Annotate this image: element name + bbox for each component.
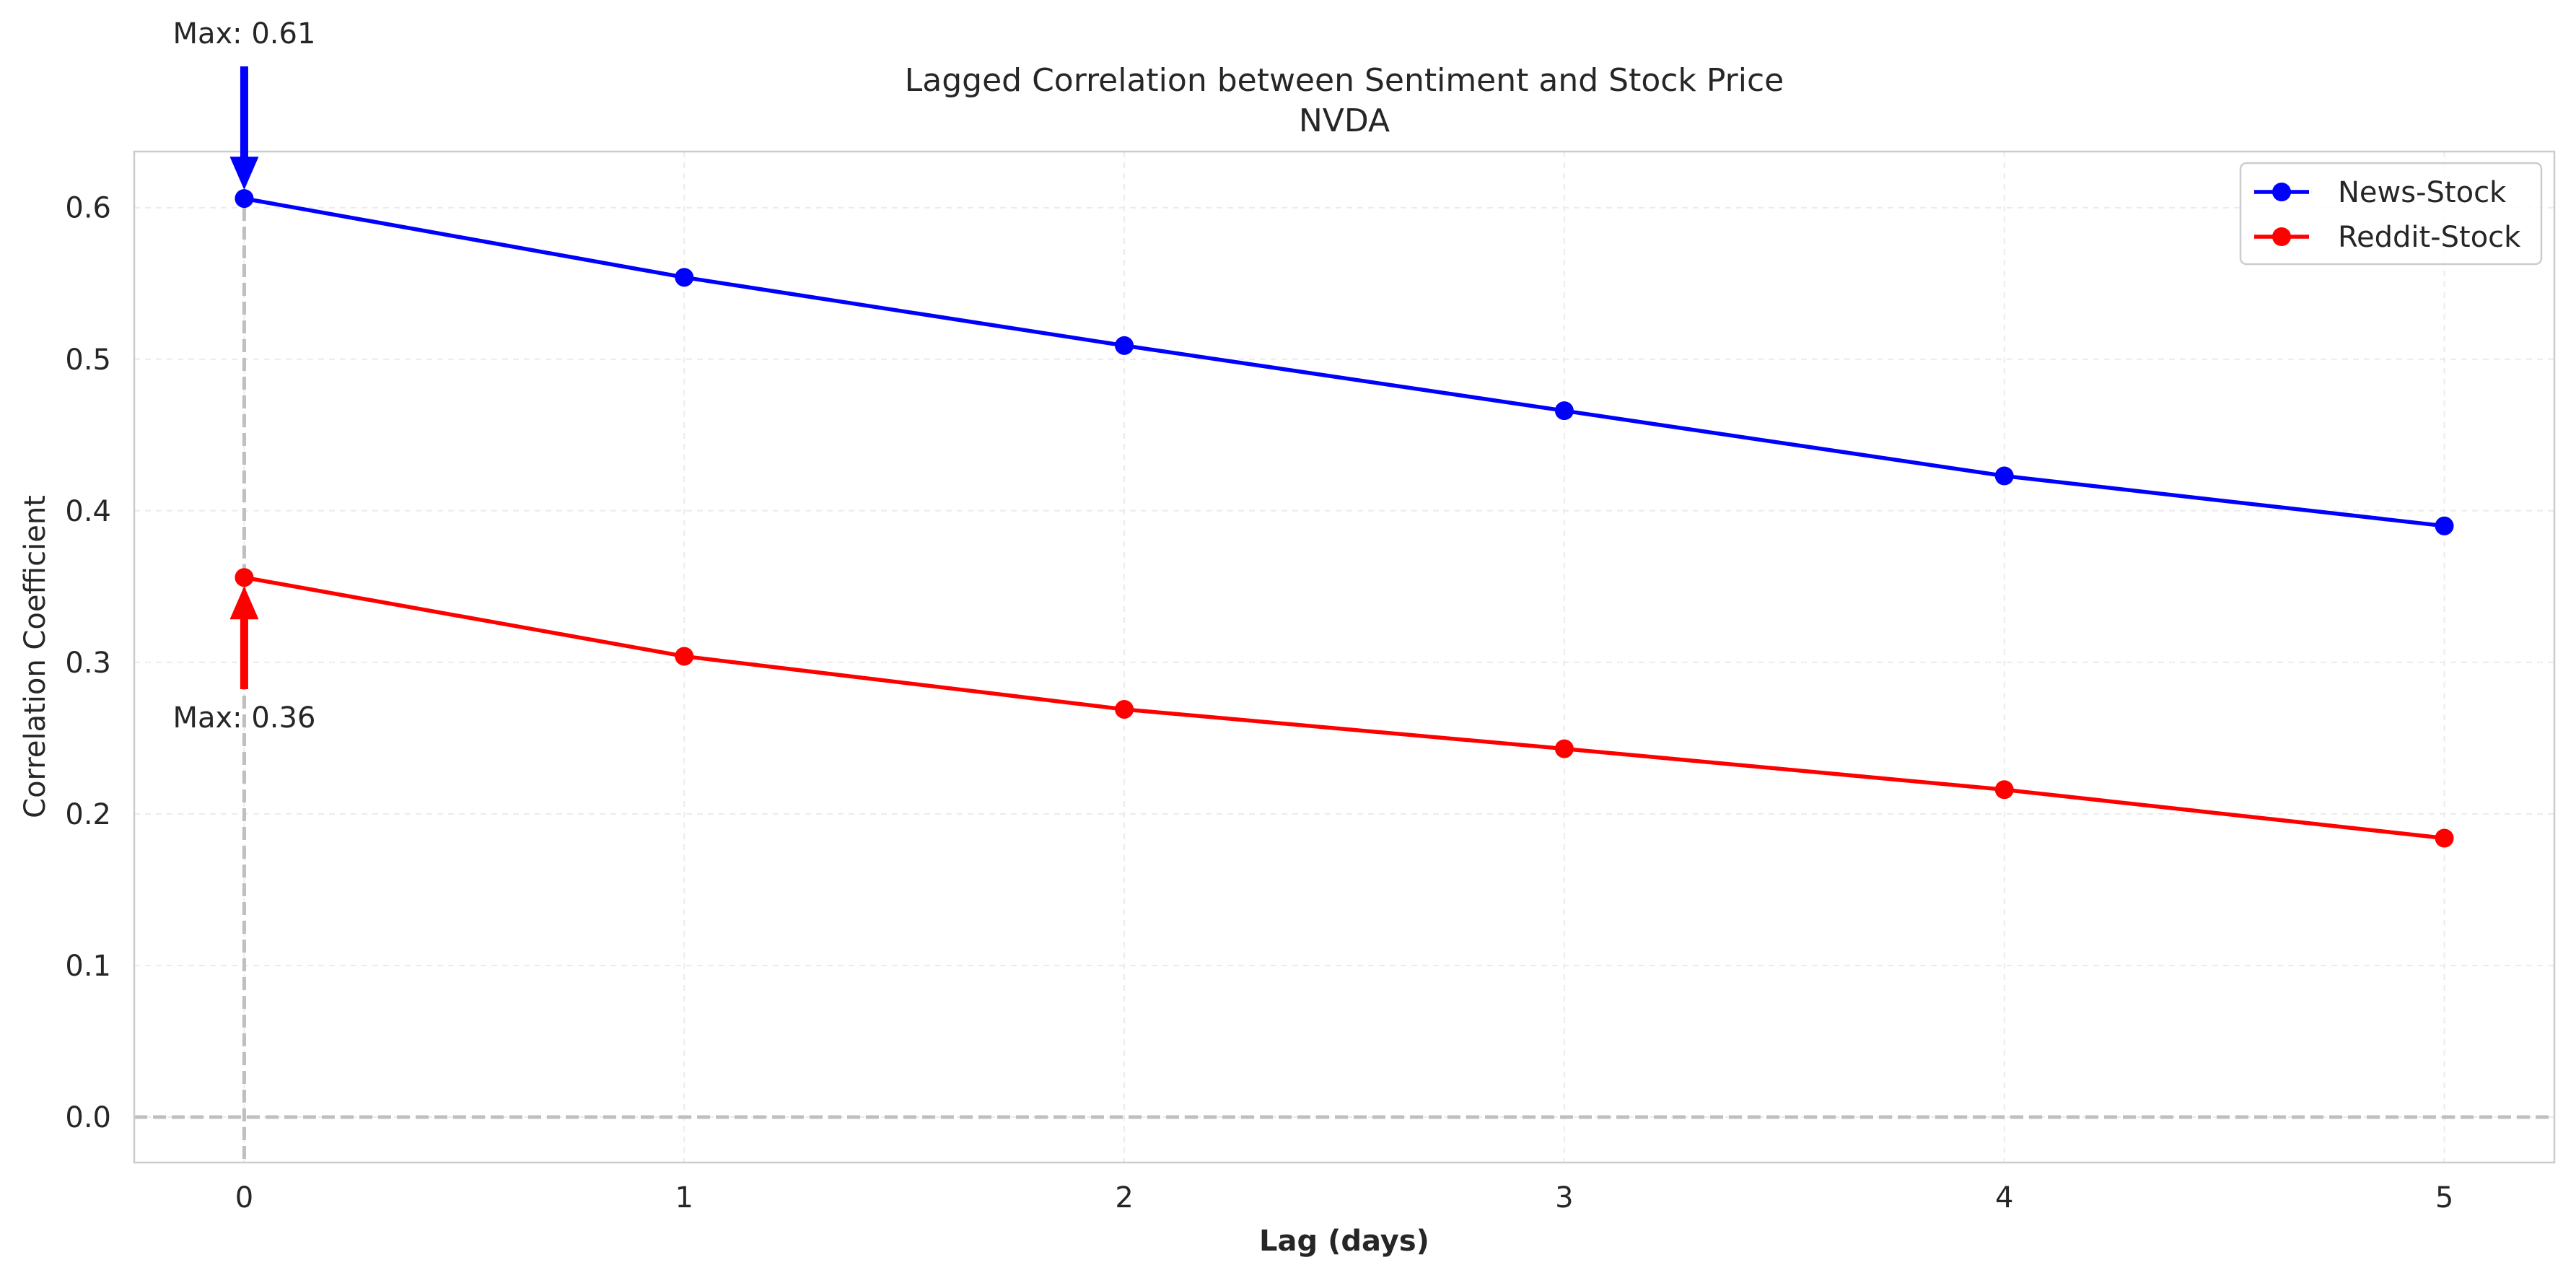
grid (134, 152, 2554, 1163)
reddit-stock-point (1554, 739, 1574, 758)
annotation-arrow-head-news-stock (229, 157, 259, 191)
reddit-stock-point (1115, 699, 1134, 719)
series-layer (235, 189, 2454, 848)
y-tick-label: 0.4 (65, 495, 111, 528)
legend-box (2239, 162, 2543, 266)
x-axis-label: Lag (days) (1259, 1225, 1429, 1258)
legend-label-news-stock: News-Stock (2338, 176, 2507, 209)
legend-marker-news-stock (2272, 183, 2291, 201)
axis-ticks: 0 1 2 3 4 5 0.0 0.1 0.2 0.3 0.4 0.5 0.6 (65, 192, 2453, 1214)
news-stock-point (235, 189, 254, 209)
x-tick-label: 3 (1555, 1181, 1573, 1214)
reddit-stock-line (242, 575, 2447, 841)
y-tick-label: 0.6 (65, 192, 111, 225)
news-stock-point (675, 268, 694, 287)
reddit-stock-point (235, 568, 254, 587)
news-stock-point (1554, 401, 1574, 421)
y-tick-label: 0.5 (65, 343, 111, 377)
news-stock-point (1115, 336, 1134, 355)
x-tick-label: 4 (1995, 1181, 2013, 1214)
legend-label-reddit-stock: Reddit-Stock (2338, 221, 2521, 254)
x-tick-label: 2 (1115, 1181, 1133, 1214)
news-stock-point (1994, 466, 2014, 486)
reddit-stock-point (675, 647, 694, 666)
y-axis-label: Correlation Coefficient (19, 495, 52, 818)
reddit-stock-point (1994, 780, 2014, 800)
legend-entries: News-Stock Reddit-Stock (2254, 176, 2521, 254)
y-tick-label: 0.3 (65, 647, 111, 680)
legend-marker-reddit-stock (2272, 227, 2291, 246)
annotation-text-reddit-stock: Max: 0.36 (172, 701, 315, 735)
chart-subtitle: NVDA (1299, 102, 1390, 139)
annotations: Max: 0.61 Max: 0.36 (172, 17, 315, 735)
reference-lines (134, 152, 2554, 1163)
reddit-stock-point (2435, 828, 2454, 848)
x-tick-label: 0 (235, 1181, 253, 1214)
annotation-text-news-stock: Max: 0.61 (172, 17, 315, 51)
y-tick-label: 0.0 (65, 1101, 111, 1134)
legend: News-Stock Reddit-Stock (2239, 162, 2543, 266)
y-tick-label: 0.2 (65, 798, 111, 831)
annotation-arrow-head-reddit-stock (229, 586, 259, 620)
news-stock-line (242, 196, 2447, 528)
x-tick-label: 5 (2435, 1181, 2453, 1214)
chart-title: Lagged Correlation between Sentiment and… (905, 62, 1784, 99)
x-tick-label: 1 (675, 1181, 693, 1214)
plot-frame (133, 150, 2556, 1164)
news-stock-point (2435, 516, 2454, 535)
y-tick-label: 0.1 (65, 950, 111, 983)
